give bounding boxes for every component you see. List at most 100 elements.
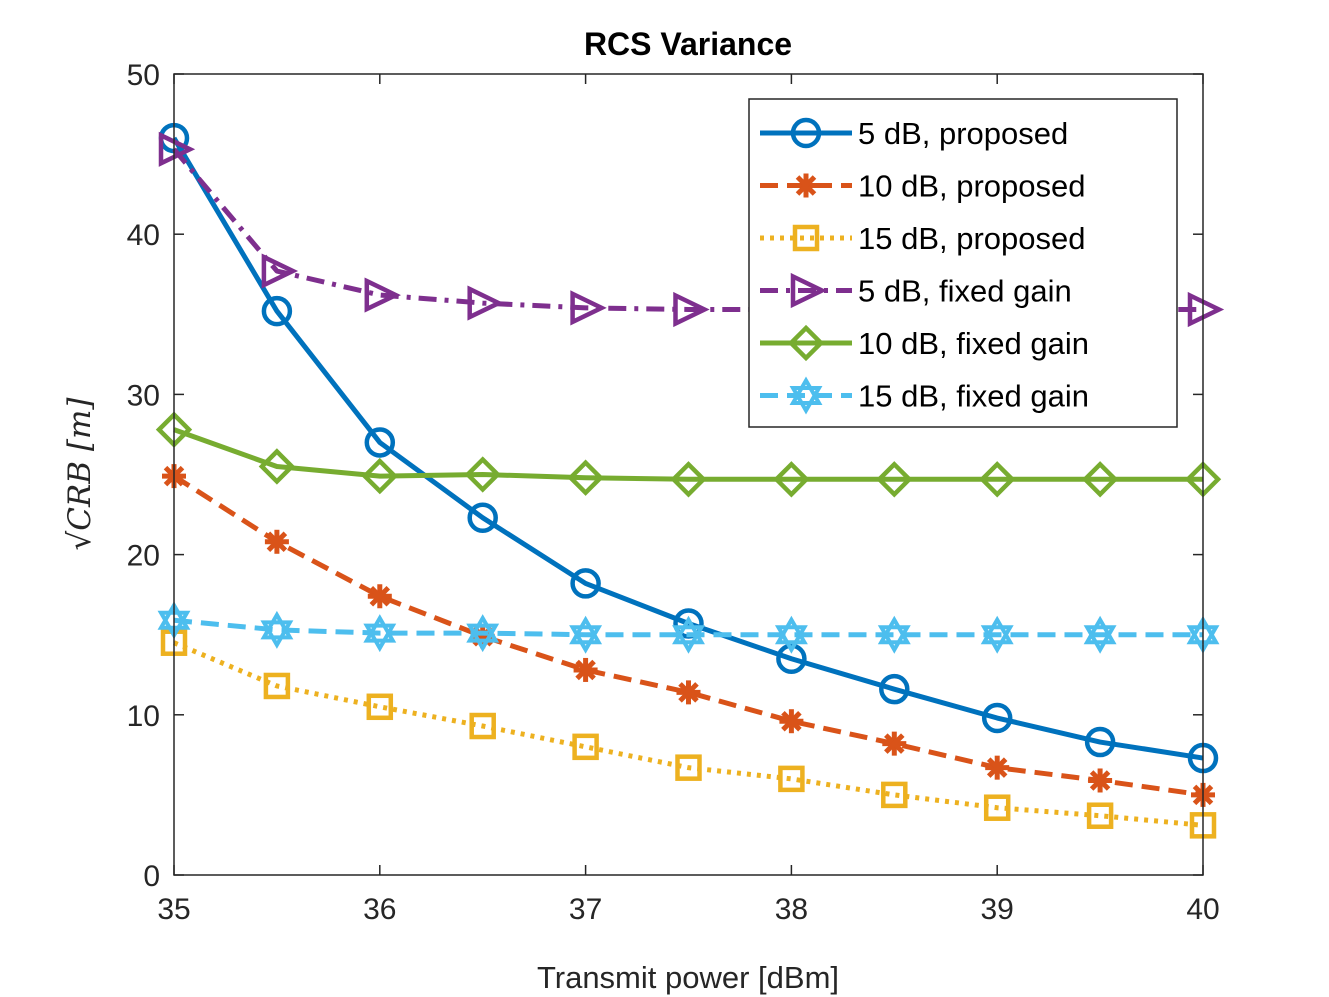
- data-point-15-db-fixed-gain-1-tri-up: [260, 610, 294, 640]
- data-point-15-db-fixed-gain-9: [1083, 615, 1117, 654]
- data-point-5-db-proposed-9: [1084, 726, 1116, 758]
- data-point-10-db-fixed-gain-7: [876, 461, 913, 498]
- y-tick-label: 30: [127, 379, 160, 412]
- data-point-10-db-proposed-2-stroke-3: [369, 586, 391, 607]
- y-axis-label: √CRB [m]: [62, 397, 98, 551]
- legend-marker-15-db-fixed-gain-tri-down: [789, 386, 823, 415]
- legend-box: [748, 98, 1178, 428]
- data-point-15-db-fixed-gain-8-tri-up: [980, 615, 1014, 645]
- data-point-10-db-proposed-5: [676, 680, 701, 705]
- x-tick-label: 36: [363, 893, 396, 926]
- series-15-db-proposed: [160, 629, 1217, 839]
- data-point-10-db-fixed-gain-6: [773, 461, 810, 498]
- data-point-15-db-proposed-5: [675, 754, 702, 781]
- y-tick-label: 0: [143, 860, 160, 893]
- y-tick-label: 40: [127, 219, 160, 252]
- legend-marker-15-db-proposed: [792, 224, 820, 252]
- data-point-15-db-fixed-gain-2-tri-down: [363, 623, 397, 653]
- data-point-10-db-proposed-8: [985, 755, 1010, 780]
- data-point-15-db-fixed-gain-2-tri-up: [363, 614, 397, 643]
- data-point-10-db-fixed-gain-3: [464, 456, 501, 493]
- x-tick-label: 37: [569, 893, 602, 926]
- legend-marker-10-db-fixed-gain: [787, 324, 825, 362]
- legend-label-5-db-fixed-gain: 5 dB, fixed gain: [858, 274, 1072, 309]
- series-10-db-proposed: [162, 464, 1215, 807]
- data-point-15-db-fixed-gain-9-tri-down: [1083, 625, 1117, 654]
- legend-marker-15-db-fixed-gain-tri-up: [789, 376, 823, 405]
- data-point-15-db-fixed-gain-4-tri-up: [569, 615, 603, 645]
- data-point-5-db-proposed-1: [261, 295, 293, 327]
- data-point-15-db-fixed-gain-1: [260, 610, 294, 649]
- data-point-10-db-fixed-gain-8: [979, 461, 1016, 498]
- data-point-5-db-fixed-gain-5: [673, 291, 710, 328]
- data-point-15-db-fixed-gain-6: [774, 615, 808, 654]
- data-point-5-db-proposed-4: [570, 568, 601, 599]
- legend-item-15-db-proposed: 15 dB, proposed: [760, 221, 1086, 256]
- data-point-15-db-fixed-gain-4: [569, 615, 603, 654]
- legend-marker-5-db-fixed-gain: [790, 272, 828, 309]
- y-tick-label: 20: [127, 540, 160, 573]
- data-point-15-db-fixed-gain-8: [980, 615, 1014, 654]
- data-point-10-db-fixed-gain-1: [258, 448, 296, 485]
- legend-label-15-db-proposed: 15 dB, proposed: [858, 221, 1086, 256]
- data-point-15-db-fixed-gain-2: [363, 614, 397, 653]
- data-point-10-db-proposed-1-stroke-3: [266, 531, 288, 553]
- data-point-5-db-proposed-2: [364, 427, 396, 458]
- data-point-10-db-proposed-8-stroke-3: [986, 757, 1008, 778]
- legend-item-15-db-fixed-gain: 15 dB, fixed gain: [760, 376, 1089, 415]
- data-point-10-db-proposed-1: [264, 529, 289, 554]
- series-line-15-db-proposed: [173, 640, 1204, 828]
- data-point-5-db-fixed-gain-1: [261, 253, 299, 289]
- data-point-15-db-proposed-9: [1086, 802, 1114, 829]
- x-tick-label: 40: [1186, 893, 1219, 926]
- legend-marker-10-db-proposed: [794, 173, 818, 198]
- legend-label-5-db-proposed: 5 dB, proposed: [858, 116, 1068, 151]
- data-point-10-db-fixed-gain-2: [361, 457, 398, 495]
- data-point-15-db-fixed-gain-3-tri-up: [466, 614, 500, 643]
- data-point-10-db-proposed-5-stroke-3: [678, 682, 699, 703]
- ticks-layer: 35 36 37 38 39 40 0 10 20 30 40 50: [127, 59, 1220, 926]
- legend-label-10-db-fixed-gain: 10 dB, fixed gain: [858, 326, 1089, 361]
- legend-marker-5-db-proposed: [790, 117, 822, 149]
- data-point-15-db-proposed-1: [263, 672, 291, 700]
- data-point-15-db-fixed-gain-6-tri-down: [774, 625, 808, 654]
- x-tick-label: 38: [775, 893, 808, 926]
- data-point-5-db-fixed-gain-2: [364, 277, 401, 313]
- data-point-10-db-proposed-4: [573, 657, 598, 682]
- data-point-10-db-fixed-gain-5: [670, 461, 707, 498]
- data-point-10-db-proposed-6-stroke-3: [781, 710, 802, 732]
- legend-item-10-db-proposed: 10 dB, proposed: [760, 169, 1086, 204]
- data-point-15-db-fixed-gain-7-tri-up: [877, 615, 911, 645]
- data-point-15-db-fixed-gain-3-tri-down: [466, 623, 500, 653]
- series-line-15-db-fixed-gain: [173, 617, 1203, 638]
- data-point-5-db-proposed-7: [879, 673, 910, 705]
- data-point-5-db-fixed-gain-10: [1187, 291, 1225, 328]
- legend: 5 dB, proposed 10 dB, proposed 15 dB, prop…: [748, 98, 1178, 428]
- data-point-10-db-fixed-gain-4: [567, 459, 604, 496]
- plot-frame: [173, 73, 1204, 876]
- data-point-15-db-proposed-3: [469, 712, 496, 740]
- data-point-15-db-fixed-gain-4-tri-down: [569, 625, 603, 654]
- data-point-15-db-fixed-gain-7: [877, 615, 911, 654]
- data-point-10-db-proposed-2: [367, 584, 392, 609]
- data-point-5-db-fixed-gain-4: [570, 290, 607, 326]
- data-point-15-db-fixed-gain-3: [466, 614, 500, 653]
- y-tick-label: 10: [127, 700, 160, 733]
- data-point-15-db-proposed-6: [778, 765, 805, 793]
- legend-label-15-db-fixed-gain: 15 dB, fixed gain: [858, 379, 1089, 414]
- data-point-15-db-fixed-gain-5-tri-down: [672, 625, 705, 654]
- data-point-10-db-proposed-9-stroke-3: [1089, 770, 1111, 791]
- data-point-10-db-proposed-4-stroke-3: [575, 659, 596, 681]
- series-line-10-db-fixed-gain: [173, 427, 1203, 482]
- data-point-10-db-fixed-gain-9: [1081, 461, 1119, 498]
- data-point-15-db-proposed-8: [983, 794, 1011, 821]
- data-point-15-db-proposed-2: [366, 693, 394, 721]
- x-tick-label: 35: [157, 893, 190, 926]
- data-point-5-db-fixed-gain-3: [467, 285, 504, 321]
- data-point-5-db-fixed-gain-0: [158, 131, 196, 167]
- legend-item-10-db-fixed-gain: 10 dB, fixed gain: [760, 324, 1089, 362]
- data-point-10-db-proposed-7: [882, 731, 907, 756]
- data-point-15-db-fixed-gain-9-tri-up: [1083, 615, 1117, 645]
- data-point-10-db-proposed-7-stroke-3: [884, 733, 905, 754]
